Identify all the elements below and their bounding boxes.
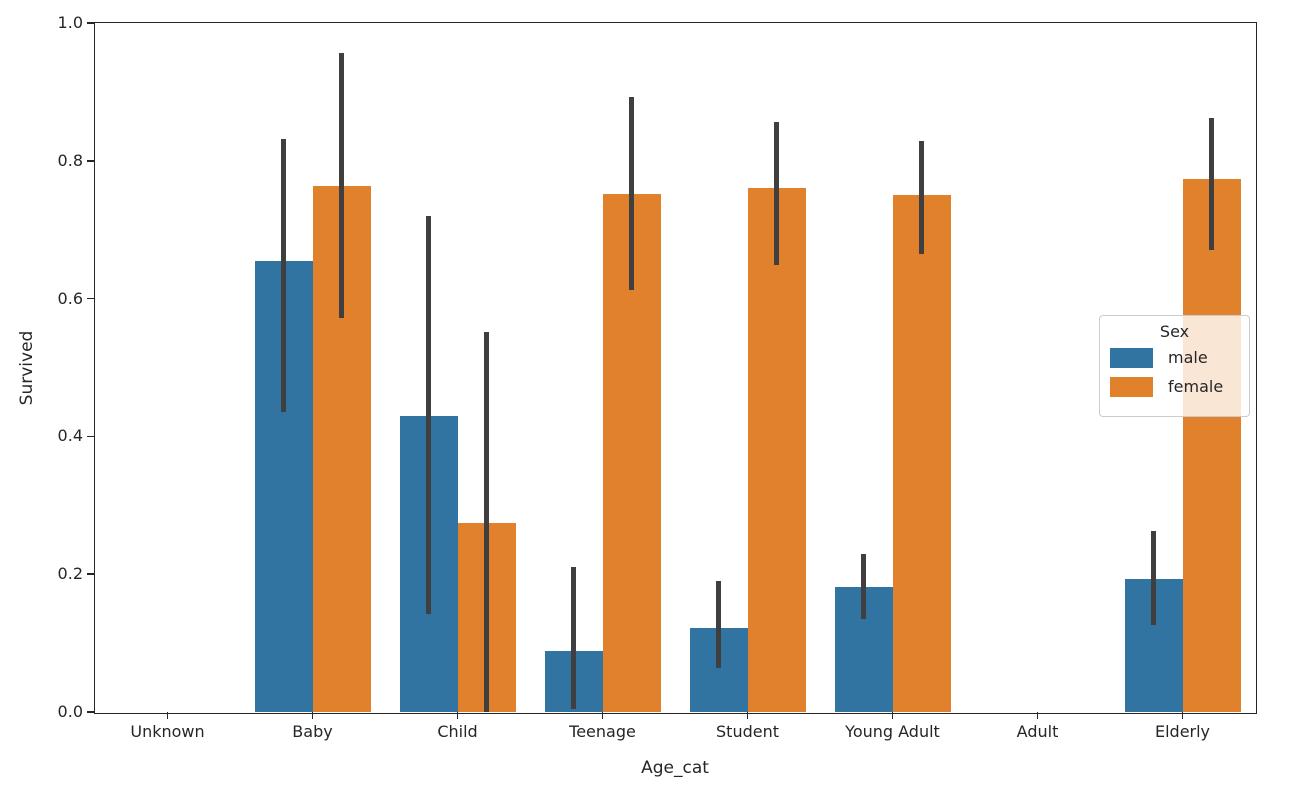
y-tick-label-0.8: 0.8 bbox=[57, 150, 83, 170]
legend-label-female: female bbox=[1168, 377, 1224, 396]
x-tick-mark-student bbox=[746, 712, 749, 719]
x-tick-mark-baby bbox=[311, 712, 314, 719]
y-tick-label-0.0: 0.0 bbox=[57, 702, 83, 721]
error-bar-female-young-adult bbox=[919, 140, 924, 255]
error-bar-male-young-adult bbox=[861, 553, 866, 619]
x-tick-label-unknown: Unknown bbox=[130, 722, 205, 741]
x-axis-label: Age_cat bbox=[641, 758, 709, 778]
error-bar-female-child bbox=[484, 331, 489, 712]
x-tick-label-teenage: Teenage bbox=[569, 722, 636, 741]
error-bar-male-student bbox=[716, 581, 721, 668]
y-tick-label-0.6: 0.6 bbox=[57, 288, 83, 308]
x-tick-mark-adult bbox=[1036, 712, 1039, 719]
plot-area: 0.0 0.2 0.4 0.6 0.8 1.0 Unknown Baby Child Teenag… bbox=[58, 15, 1257, 741]
error-bar-female-elderly bbox=[1209, 118, 1214, 251]
y-tick-label-0.4: 0.4 bbox=[57, 426, 83, 446]
legend-swatch-female bbox=[1110, 377, 1153, 397]
legend-label-male: male bbox=[1168, 348, 1208, 367]
x-tick-mark-teenage bbox=[601, 712, 604, 719]
error-bar-female-teenage bbox=[629, 96, 634, 290]
x-tick-mark-child bbox=[456, 712, 459, 719]
y-tick-mark-1.0 bbox=[86, 22, 94, 24]
error-bar-female-baby bbox=[339, 52, 344, 318]
y-tick-label-0.2: 0.2 bbox=[57, 564, 83, 584]
error-bar-female-student bbox=[774, 121, 779, 265]
bar-female-elderly bbox=[1182, 178, 1241, 712]
x-tick-mark-unknown bbox=[166, 712, 169, 719]
x-tick-label-young-adult: Young Adult bbox=[845, 722, 940, 741]
y-tick-mark-0.8 bbox=[86, 160, 94, 162]
y-tick-mark-0.0 bbox=[86, 711, 94, 713]
bar-female-student bbox=[747, 187, 806, 712]
legend-item-female: female bbox=[1110, 377, 1239, 397]
legend-item-male: male bbox=[1110, 348, 1239, 368]
x-tick-label-elderly: Elderly bbox=[1154, 722, 1211, 741]
bar-female-young-adult bbox=[892, 195, 951, 712]
x-tick-mark-young-adult bbox=[891, 712, 894, 719]
x-tick-label-student: Student bbox=[716, 722, 779, 741]
x-tick-mark-elderly bbox=[1181, 712, 1184, 719]
error-bar-male-child bbox=[426, 215, 431, 615]
legend-swatch-male bbox=[1110, 348, 1153, 368]
error-bar-male-teenage bbox=[571, 567, 576, 709]
y-axis-label: Survived bbox=[17, 330, 37, 406]
error-bar-male-baby bbox=[281, 138, 286, 413]
x-tick-label-baby: Baby bbox=[292, 722, 333, 741]
legend-title: Sex bbox=[1159, 322, 1190, 341]
error-bar-male-elderly bbox=[1151, 531, 1156, 626]
y-tick-mark-0.6 bbox=[86, 297, 94, 300]
y-tick-mark-0.4 bbox=[86, 435, 94, 438]
x-tick-label-child: Child bbox=[437, 722, 478, 741]
y-tick-label-1.0: 1.0 bbox=[57, 13, 83, 32]
x-tick-label-adult: Adult bbox=[1016, 722, 1059, 741]
legend: Sex male female bbox=[1099, 315, 1250, 417]
y-tick-mark-0.2 bbox=[86, 573, 94, 575]
